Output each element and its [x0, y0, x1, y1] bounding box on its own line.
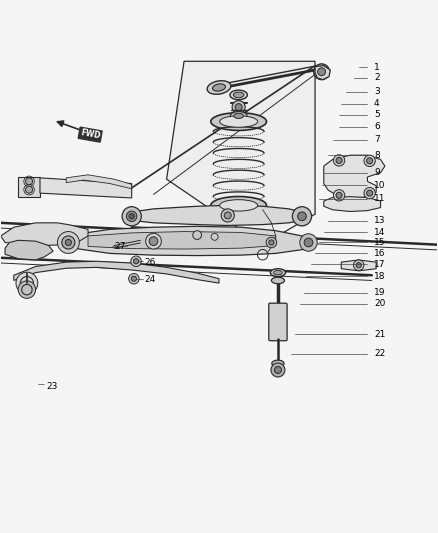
- Polygon shape: [324, 155, 385, 199]
- Circle shape: [149, 237, 158, 246]
- Circle shape: [134, 259, 139, 264]
- Circle shape: [129, 214, 134, 219]
- Circle shape: [364, 188, 375, 199]
- FancyBboxPatch shape: [269, 303, 287, 341]
- Circle shape: [300, 234, 317, 251]
- Text: 15: 15: [374, 238, 385, 247]
- Text: 7: 7: [374, 135, 380, 144]
- Circle shape: [367, 190, 373, 196]
- Circle shape: [131, 276, 137, 281]
- Circle shape: [211, 233, 218, 240]
- Ellipse shape: [270, 269, 286, 277]
- Text: 14: 14: [374, 228, 385, 237]
- Ellipse shape: [211, 197, 266, 214]
- Circle shape: [57, 231, 79, 253]
- Text: 10: 10: [374, 181, 385, 190]
- Circle shape: [122, 207, 141, 226]
- Circle shape: [275, 367, 282, 374]
- Circle shape: [232, 101, 245, 114]
- Circle shape: [266, 237, 277, 248]
- Text: 20: 20: [374, 299, 385, 308]
- Text: FWD: FWD: [80, 128, 101, 141]
- Text: 18: 18: [374, 272, 385, 280]
- Circle shape: [221, 209, 234, 222]
- Circle shape: [292, 207, 311, 226]
- Text: 8: 8: [374, 151, 380, 160]
- Circle shape: [318, 68, 325, 76]
- Ellipse shape: [211, 112, 266, 131]
- Text: 3: 3: [374, 87, 380, 96]
- Polygon shape: [5, 240, 53, 260]
- Polygon shape: [166, 61, 315, 245]
- Circle shape: [62, 236, 75, 249]
- Circle shape: [336, 192, 342, 198]
- Circle shape: [297, 212, 306, 221]
- Polygon shape: [123, 205, 306, 225]
- Ellipse shape: [230, 111, 247, 120]
- Circle shape: [269, 240, 274, 245]
- Text: 26: 26: [145, 257, 156, 266]
- Circle shape: [235, 103, 242, 111]
- Polygon shape: [14, 261, 219, 283]
- Polygon shape: [66, 175, 132, 189]
- Circle shape: [131, 256, 141, 266]
- Polygon shape: [18, 177, 40, 197]
- Circle shape: [364, 155, 375, 166]
- Circle shape: [356, 263, 361, 268]
- Circle shape: [333, 155, 345, 166]
- Circle shape: [353, 260, 364, 270]
- Ellipse shape: [219, 200, 258, 211]
- Text: 4: 4: [374, 99, 380, 108]
- Polygon shape: [40, 178, 132, 198]
- Circle shape: [367, 158, 373, 164]
- Circle shape: [65, 239, 71, 246]
- Circle shape: [336, 157, 342, 164]
- Text: 6: 6: [374, 122, 380, 131]
- Polygon shape: [315, 66, 330, 79]
- Polygon shape: [88, 231, 276, 249]
- Ellipse shape: [230, 90, 247, 100]
- Text: 19: 19: [374, 288, 385, 297]
- Circle shape: [16, 272, 38, 294]
- Circle shape: [193, 231, 201, 239]
- Circle shape: [25, 178, 32, 185]
- Polygon shape: [341, 260, 376, 271]
- Ellipse shape: [272, 360, 284, 367]
- Polygon shape: [324, 197, 381, 212]
- Circle shape: [271, 363, 285, 377]
- Text: 9: 9: [374, 168, 380, 177]
- Circle shape: [129, 273, 139, 284]
- Circle shape: [314, 64, 329, 79]
- Ellipse shape: [233, 92, 244, 98]
- Ellipse shape: [219, 116, 258, 127]
- Text: 27: 27: [114, 243, 126, 252]
- Circle shape: [18, 281, 35, 298]
- Ellipse shape: [234, 113, 244, 118]
- Text: 11: 11: [374, 195, 385, 203]
- Circle shape: [25, 186, 32, 193]
- Ellipse shape: [272, 277, 285, 284]
- Text: 2: 2: [374, 74, 380, 83]
- Ellipse shape: [212, 84, 226, 91]
- Text: 23: 23: [46, 382, 58, 391]
- Text: 24: 24: [145, 275, 156, 284]
- Ellipse shape: [207, 80, 231, 94]
- Ellipse shape: [274, 270, 283, 275]
- Circle shape: [224, 212, 231, 219]
- Text: 17: 17: [374, 260, 385, 269]
- Text: 21: 21: [374, 330, 385, 338]
- Circle shape: [146, 233, 161, 249]
- Text: 13: 13: [374, 216, 385, 225]
- Text: 16: 16: [374, 249, 385, 258]
- Polygon shape: [1, 223, 88, 246]
- Circle shape: [304, 238, 313, 247]
- Circle shape: [127, 211, 137, 222]
- Text: 1: 1: [374, 63, 380, 72]
- Text: 22: 22: [374, 349, 385, 358]
- Circle shape: [333, 190, 345, 201]
- Text: 5: 5: [374, 110, 380, 119]
- Polygon shape: [57, 227, 315, 256]
